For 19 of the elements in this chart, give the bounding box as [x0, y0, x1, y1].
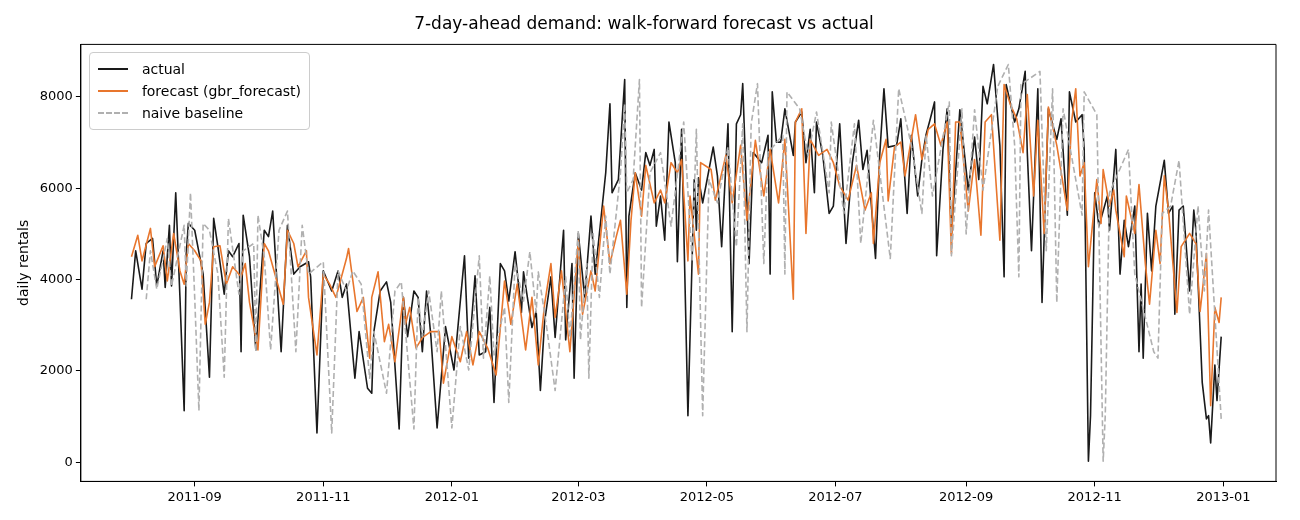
x-tick-label: 2013-01 — [1196, 488, 1251, 504]
x-tick-label: 2012-11 — [1067, 488, 1122, 504]
y-tick-label: 0 — [64, 453, 73, 469]
x-tick-label: 2012-05 — [679, 488, 735, 504]
chart-title: 7-day-ahead demand: walk-forward forecast vs actual — [414, 12, 874, 33]
legend-label: naive baseline — [141, 104, 244, 124]
legend-label: actual — [141, 60, 185, 80]
y-tick-label: 8000 — [39, 88, 73, 104]
y-tick-label: 2000 — [39, 362, 73, 378]
y-tick-label: 6000 — [39, 179, 73, 195]
x-tick-label: 2012-01 — [424, 488, 480, 504]
x-tick-label: 2012-09 — [938, 488, 994, 504]
x-tick-label: 2011-11 — [296, 488, 351, 504]
y-tick-label: 4000 — [39, 270, 73, 286]
x-tick-label: 2011-09 — [167, 488, 222, 504]
x-tick-label: 2012-03 — [551, 488, 606, 504]
legend-label: forecast (gbr_forecast) — [141, 82, 302, 102]
y-axis-title: daily rentals — [15, 219, 32, 306]
x-tick-label: 2012-07 — [808, 488, 863, 504]
